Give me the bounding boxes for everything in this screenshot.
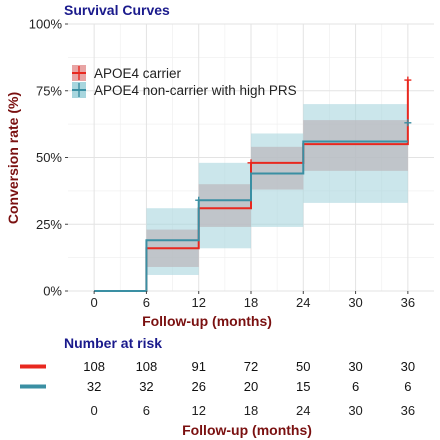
survival-step-line (94, 140, 408, 292)
risk-x-tick-label: 36 (401, 403, 415, 418)
x-tick-label: 30 (348, 295, 362, 310)
risk-count: 72 (244, 359, 258, 374)
x-axis-title: Follow-up (months) (142, 313, 272, 329)
ci-band (251, 133, 304, 227)
y-axis-title: Conversion rate (%) (5, 92, 21, 224)
risk-count: 50 (296, 359, 310, 374)
legend-label-carrier: APOE4 carrier (94, 66, 182, 81)
risk-count: 20 (244, 379, 258, 394)
risk-x-axis-title: Follow-up (months) (182, 422, 312, 438)
y-tick-label: 0% (43, 284, 62, 299)
risk-x-tick-label: 18 (244, 403, 258, 418)
risk-count: 6 (404, 379, 411, 394)
risk-count: 32 (139, 379, 153, 394)
risk-x-tick-label: 0 (91, 403, 98, 418)
x-tick-label: 6 (143, 295, 150, 310)
risk-count: 30 (348, 359, 362, 374)
x-tick-label: 18 (244, 295, 258, 310)
x-tick-label: 12 (191, 295, 205, 310)
legend-item-noncarrier: APOE4 non-carrier with high PRS (72, 82, 297, 98)
y-tick-label: 100% (29, 17, 63, 32)
y-tick-label: 25% (36, 217, 62, 232)
risk-count: 30 (401, 359, 415, 374)
y-tick-labels: 0% 25% 50% 75% 100% (29, 17, 68, 299)
risk-count: 26 (191, 379, 205, 394)
x-tick-label: 36 (401, 295, 415, 310)
y-tick-label: 50% (36, 150, 62, 165)
chart-title: Survival Curves (64, 2, 170, 18)
risk-count: 15 (296, 379, 310, 394)
confidence-bands (146, 104, 408, 275)
legend-label-noncarrier: APOE4 non-carrier with high PRS (94, 83, 297, 98)
censor-marks (195, 76, 412, 204)
risk-count: 32 (87, 379, 101, 394)
risk-count: 6 (352, 379, 359, 394)
ci-band (303, 104, 408, 203)
x-tick-label: 24 (296, 295, 310, 310)
x-tick-label: 0 (91, 295, 98, 310)
risk-count: 108 (83, 359, 105, 374)
legend: APOE4 carrier APOE4 non-carrier with hig… (72, 65, 297, 98)
risk-x-tick-label: 12 (191, 403, 205, 418)
risk-x-tick-label: 30 (348, 403, 362, 418)
legend-item-carrier: APOE4 carrier (72, 65, 182, 81)
risk-x-tick-label: 6 (143, 403, 150, 418)
survival-lines (94, 80, 409, 292)
risk-x-tick-label: 24 (296, 403, 310, 418)
ci-band (146, 208, 199, 275)
x-tick-labels: 0 6 12 18 24 30 36 (91, 291, 415, 310)
risk-count: 108 (136, 359, 158, 374)
risk-table: 108 108 91 72 50 30 30 32 32 26 20 15 6 6 0 6 12 18 24 30 36 (20, 359, 415, 418)
y-tick-label: 75% (36, 83, 62, 98)
risk-table-title: Number at risk (64, 335, 162, 351)
ci-band (198, 162, 251, 249)
risk-count: 91 (191, 359, 205, 374)
